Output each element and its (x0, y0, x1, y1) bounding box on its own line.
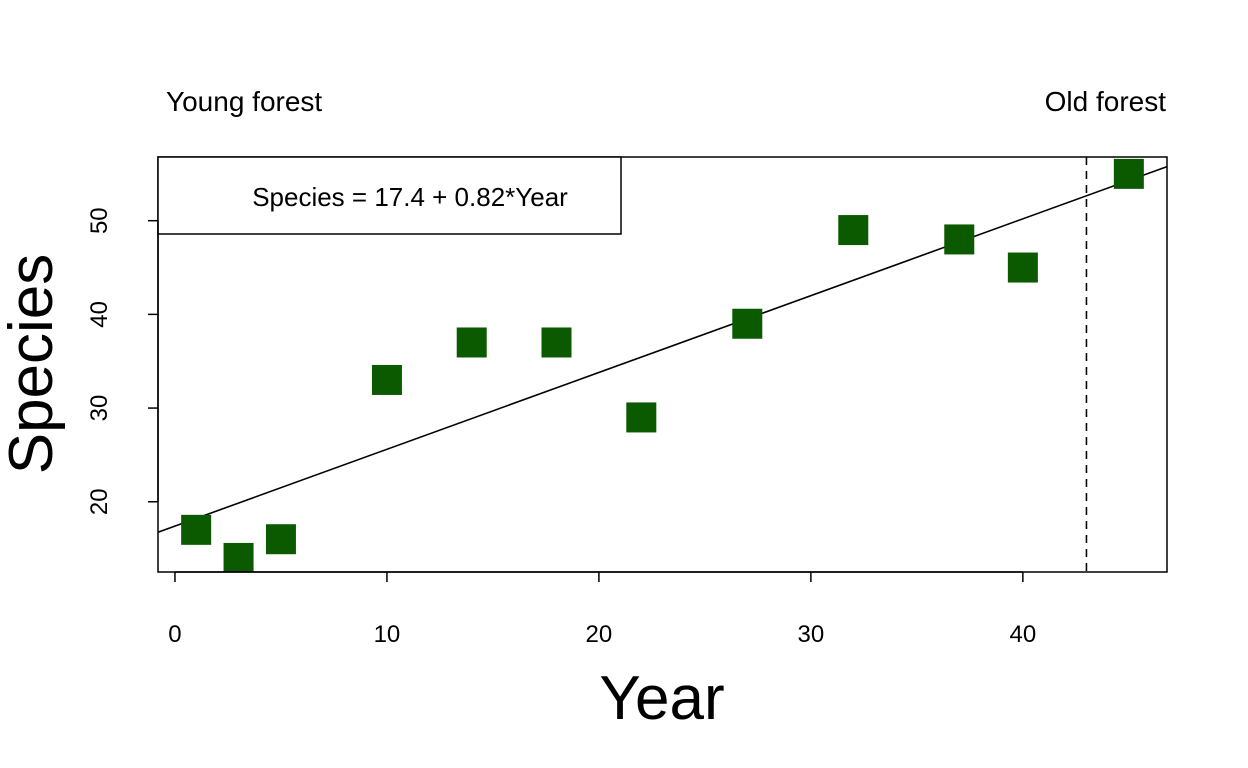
data-point (626, 402, 657, 433)
data-point (456, 327, 487, 358)
data-point (838, 215, 869, 246)
y-axis-title: Species (0, 254, 66, 475)
equation-label: Species = 17.4 + 0.82*Year (252, 182, 568, 212)
regression-line (158, 165, 1167, 533)
young-forest-label: Young forest (166, 86, 322, 117)
y-tick-label: 50 (86, 207, 113, 234)
y-tick-label: 30 (86, 395, 113, 422)
data-point (1007, 252, 1038, 283)
data-point (371, 364, 402, 395)
x-tick-label: 30 (798, 621, 825, 648)
plot-content (158, 157, 1167, 572)
x-tick-label: 40 (1010, 621, 1037, 648)
x-axis-title: Year (599, 664, 724, 733)
y-tick-label: 40 (86, 301, 113, 328)
data-point (265, 524, 296, 555)
equation-box-frame (157, 156, 622, 235)
old-forest-label: Old forest (1045, 86, 1167, 117)
y-axis: 20 30 40 50 (86, 207, 159, 515)
data-point (1113, 158, 1144, 189)
data-point (223, 542, 254, 572)
data-point (944, 224, 975, 255)
data-point (181, 514, 212, 545)
x-tick-label: 0 (168, 621, 181, 648)
y-tick-label: 20 (86, 488, 113, 515)
data-point (541, 327, 572, 358)
equation-box: Species = 17.4 + 0.82*Year (157, 156, 622, 235)
x-tick-label: 20 (586, 621, 613, 648)
x-axis: 0 10 20 30 40 (168, 571, 1037, 648)
data-point (732, 308, 763, 339)
x-tick-label: 10 (374, 621, 401, 648)
